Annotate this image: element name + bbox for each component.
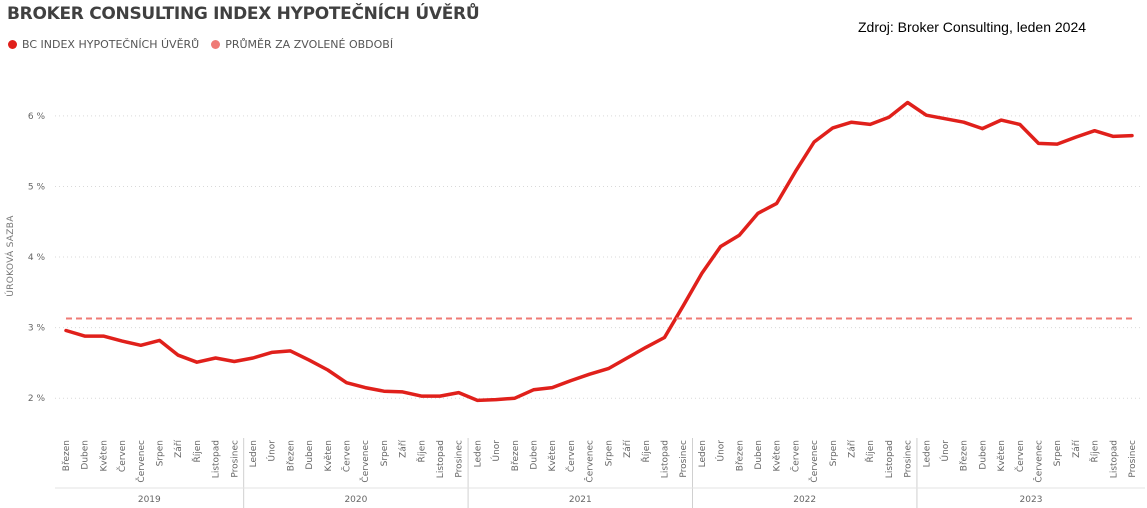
x-tick-label: Březen [960, 440, 970, 471]
x-tick-label: Srpen [1053, 440, 1063, 466]
chart-title: BROKER CONSULTING INDEX HYPOTEČNÍCH ÚVĚR… [7, 4, 480, 24]
x-tick-label: Leden [249, 440, 259, 467]
x-tick-label: Září [848, 440, 858, 458]
x-tick-label: Září [1072, 440, 1082, 458]
y-axis-ticks: 2 % 3 % 4 % 5 % 6 % [28, 112, 46, 404]
x-tick-label: Prosinec [455, 440, 465, 478]
x-tick-label: Prosinec [230, 440, 240, 478]
y-tick-label: 3 % [28, 324, 46, 334]
y-axis-label: ÚROKOVÁ SAZBA [4, 215, 16, 297]
x-tick-label: Srpen [604, 440, 614, 466]
x-tick-label: Červen [1014, 440, 1026, 472]
x-tick-label: Říjen [641, 440, 652, 463]
x-tick-label: Listopad [436, 440, 446, 478]
year-label: 2022 [793, 495, 816, 505]
year-label: 2019 [138, 495, 161, 505]
x-tick-label: Únor [939, 440, 951, 462]
x-tick-label: Duben [530, 440, 540, 470]
x-tick-label: Leden [698, 440, 708, 467]
x-tick-label: Červenec [808, 440, 820, 483]
x-tick-label: Květen [997, 440, 1007, 472]
x-tick-label: Srpen [156, 440, 166, 466]
x-tick-label: Červenec [135, 440, 147, 483]
x-tick-label: Září [174, 440, 184, 458]
y-tick-label: 4 % [28, 253, 46, 263]
legend-label-index: BC INDEX HYPOTEČNÍCH ÚVĚRŮ [22, 38, 200, 51]
x-tick-label: Říjen [865, 440, 876, 463]
x-tick-label: Březen [62, 440, 72, 471]
x-tick-label: Červenec [1033, 440, 1045, 483]
legend-dot-index [8, 40, 17, 49]
x-tick-label: Červen [565, 440, 577, 472]
x-tick-label: Květen [548, 440, 558, 472]
x-tick-label: Květen [773, 440, 783, 472]
x-tick-label: Červen [341, 440, 353, 472]
legend: BC INDEX HYPOTEČNÍCH ÚVĚRŮ PRŮMĚR ZA ZVO… [8, 38, 405, 51]
x-tick-label: Září [623, 440, 633, 458]
x-tick-label: Únor [715, 440, 727, 462]
legend-label-average: PRŮMĚR ZA ZVOLENÉ OBDOBÍ [225, 38, 394, 51]
x-tick-label: Prosinec [1128, 440, 1138, 478]
y-tick-label: 6 % [28, 112, 46, 122]
x-tick-label: Březen [286, 440, 296, 471]
series-layer [64, 100, 1136, 403]
x-tick-label: Únor [490, 440, 502, 462]
y-tick-label: 5 % [28, 182, 46, 192]
x-tick-label: Duben [978, 440, 988, 470]
x-tick-label: Leden [922, 440, 932, 467]
x-tick-label: Říjen [192, 440, 203, 463]
index-series-line [64, 100, 1134, 403]
gridlines [55, 115, 1140, 399]
x-tick-label: Listopad [212, 440, 222, 478]
x-tick-label: Prosinec [679, 440, 689, 478]
x-tick-label: Duben [305, 440, 315, 470]
x-tick-label: Červenec [584, 440, 596, 483]
x-tick-label: Červen [789, 440, 801, 472]
x-tick-label: Červenec [359, 440, 371, 483]
x-tick-label: Květen [324, 440, 334, 472]
x-tick-label: Srpen [380, 440, 390, 466]
x-tick-label: Duben [81, 440, 91, 470]
x-axis-years: 2019 2020 2021 2022 2023 [55, 438, 1145, 508]
x-tick-label: Únor [266, 440, 278, 462]
year-label: 2023 [1020, 495, 1043, 505]
x-tick-label: Říjen [1090, 440, 1101, 463]
year-label: 2021 [569, 495, 592, 505]
x-tick-label: Duben [754, 440, 764, 470]
x-tick-label: Leden [473, 440, 483, 467]
x-tick-label: Březen [511, 440, 521, 471]
x-axis-ticks: Březen Duben Květen Červen Červenec Srpen Září… [62, 440, 1138, 483]
x-tick-label: Srpen [829, 440, 839, 466]
legend-item-average[interactable]: PRŮMĚR ZA ZVOLENÉ OBDOBÍ [211, 38, 393, 51]
legend-dot-average [211, 40, 221, 49]
x-tick-label: Listopad [885, 440, 895, 478]
x-tick-label: Březen [735, 440, 745, 471]
x-tick-label: Listopad [1109, 440, 1119, 478]
x-tick-label: Červen [116, 440, 128, 472]
source-note: Zdroj: Broker Consulting, leden 2024 [858, 19, 1087, 35]
x-tick-label: Listopad [661, 440, 671, 478]
x-tick-label: Září [399, 440, 409, 458]
x-tick-label: Květen [99, 440, 109, 472]
year-label: 2020 [344, 495, 367, 505]
y-tick-label: 2 % [28, 394, 46, 404]
x-tick-label: Říjen [416, 440, 427, 463]
legend-item-index[interactable]: BC INDEX HYPOTEČNÍCH ÚVĚRŮ [8, 38, 199, 51]
x-tick-label: Prosinec [904, 440, 914, 478]
